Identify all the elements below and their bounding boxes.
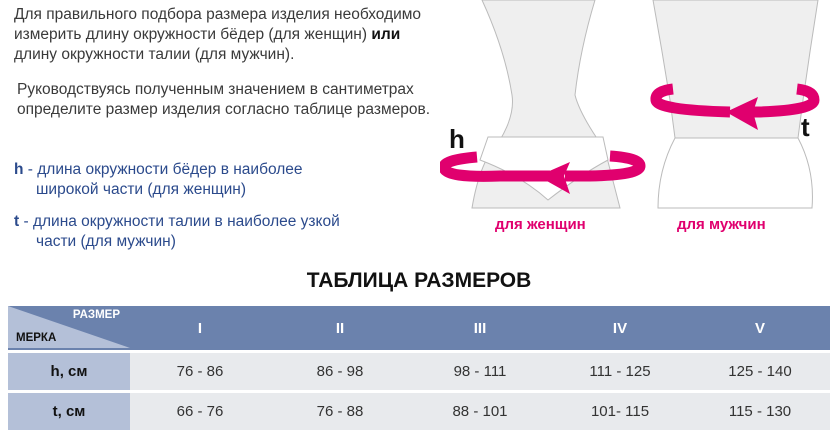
size-header: IV: [550, 306, 690, 350]
table-cell: 88 - 101: [410, 393, 550, 430]
table-row: h, см 76 - 86 86 - 98 98 - 111 111 - 125…: [8, 353, 830, 390]
table-header-row: РАЗМЕР МЕРКА I II III IV V: [8, 306, 830, 350]
size-table: РАЗМЕР МЕРКА I II III IV V h, см 76 - 86…: [8, 303, 830, 433]
men-arrow-head-icon: [726, 97, 758, 130]
women-figure: [471, 0, 621, 209]
table-cell: 76 - 88: [270, 393, 410, 430]
corner-measure-label: МЕРКА: [16, 332, 57, 344]
table-cell: 76 - 86: [130, 353, 270, 390]
men-label: для мужчин: [677, 216, 766, 233]
table-corner-cell: РАЗМЕР МЕРКА: [8, 306, 130, 350]
size-header: V: [690, 306, 830, 350]
table-row: t, см 66 - 76 76 - 88 88 - 101 101- 115 …: [8, 393, 830, 430]
body-figures-illustration: [440, 0, 820, 209]
table-cell: 66 - 76: [130, 393, 270, 430]
row-label: t, см: [8, 393, 130, 430]
table-cell: 111 - 125: [550, 353, 690, 390]
legend-t: t - длина окружности талии в наиболее уз…: [14, 213, 340, 250]
guide-text: Руководствуясь полученным значением в са…: [17, 81, 431, 118]
size-header: II: [270, 306, 410, 350]
table-title: ТАБЛИЦА РАЗМЕРОВ: [306, 269, 532, 292]
t-marker: t: [801, 112, 810, 142]
row-label: h, см: [8, 353, 130, 390]
women-arrow-icon: [440, 150, 646, 182]
table-cell: 86 - 98: [270, 353, 410, 390]
size-header: I: [130, 306, 270, 350]
table-cell: 125 - 140: [690, 353, 830, 390]
corner-size-label: РАЗМЕР: [72, 309, 120, 321]
h-marker: h: [449, 124, 465, 154]
legend-h: h - длина окружности бёдер в наиболее шир…: [14, 161, 303, 198]
women-label: для женщин: [495, 216, 586, 233]
table-cell: 101- 115: [550, 393, 690, 430]
men-arrow-icon: [650, 83, 820, 118]
women-arrow-head-icon: [538, 162, 570, 194]
table-cell: 115 - 130: [690, 393, 830, 430]
size-header: III: [410, 306, 550, 350]
table-cell: 98 - 111: [410, 353, 550, 390]
men-figure: [652, 0, 819, 209]
intro-text: Для правильного подбора размера изделия …: [14, 6, 422, 63]
